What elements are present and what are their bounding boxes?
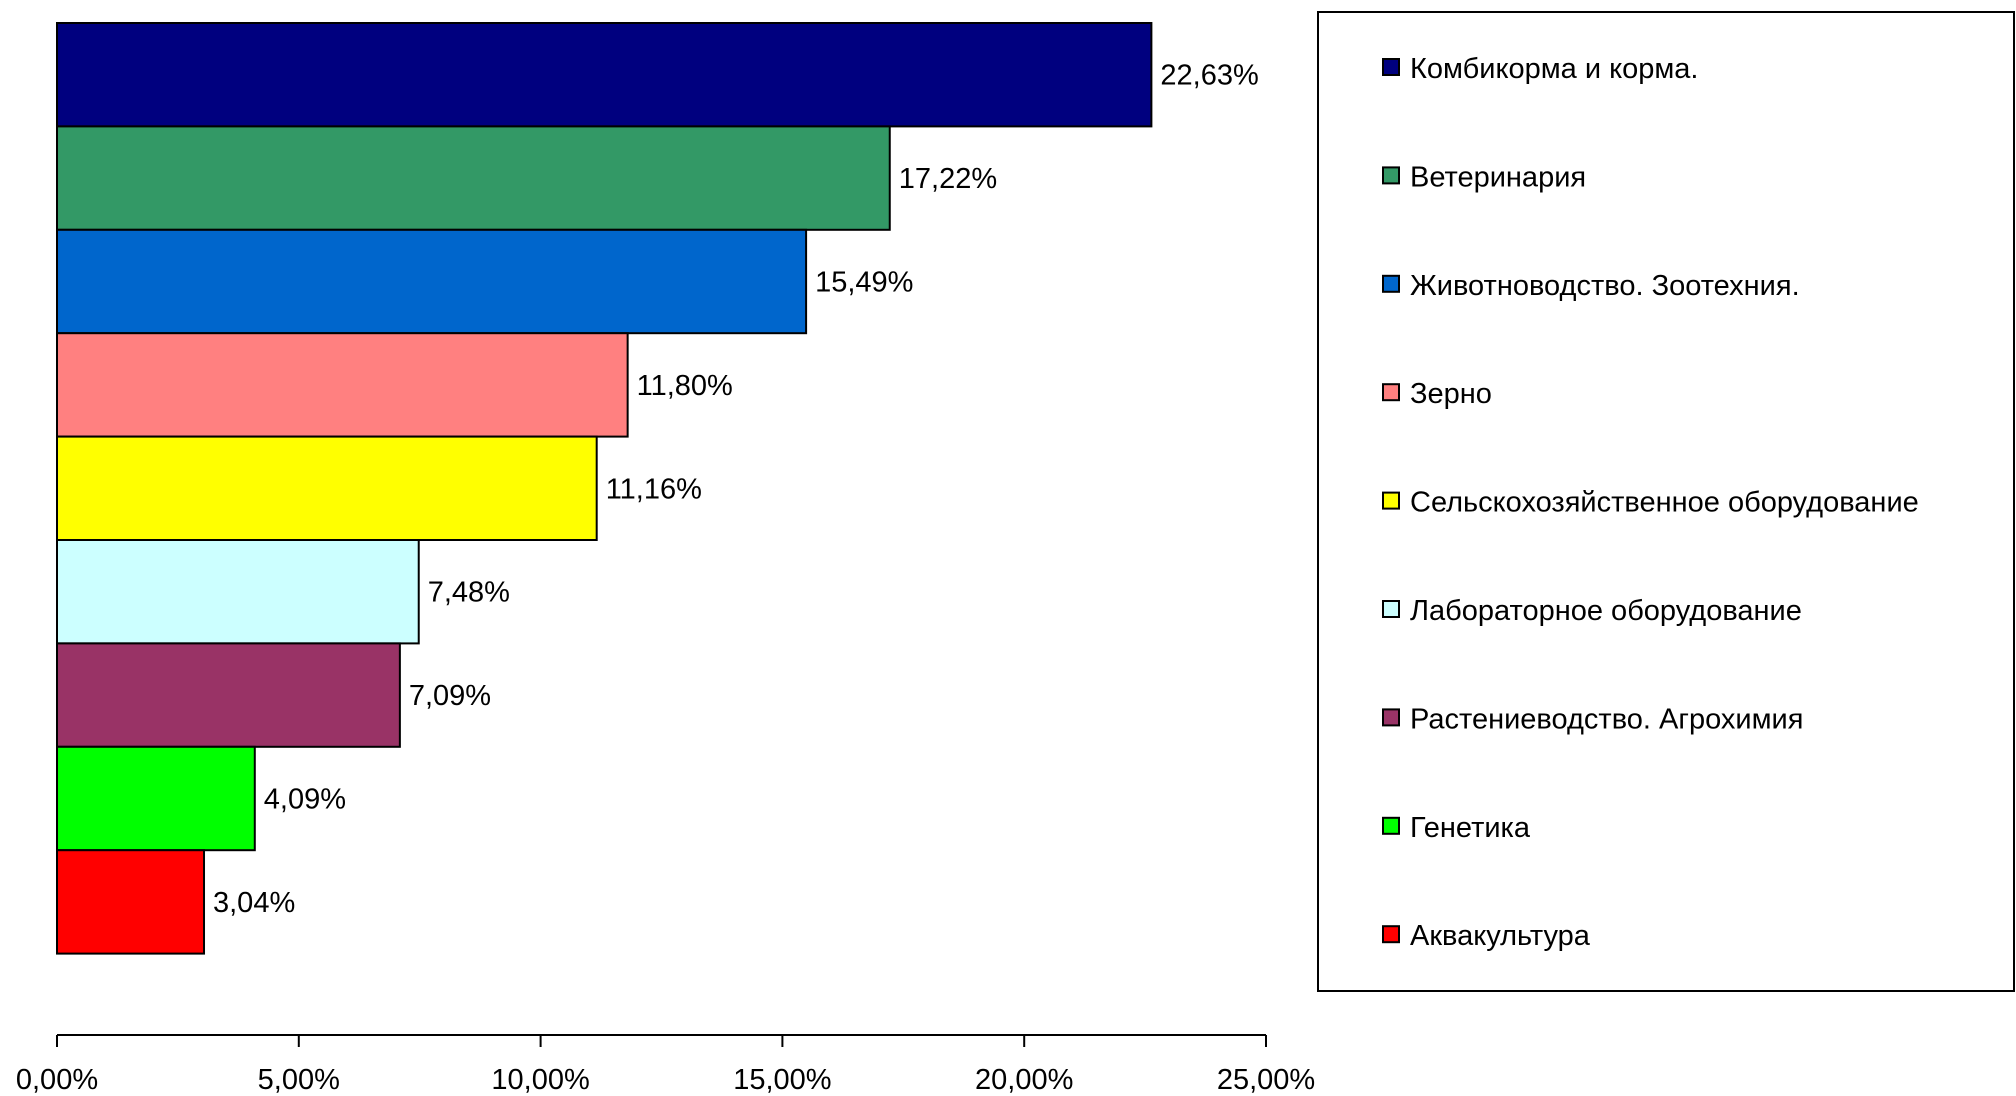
bar — [56, 539, 420, 645]
x-tick-label: 10,00% — [491, 1064, 589, 1096]
legend-swatch — [1382, 166, 1400, 185]
bar — [56, 435, 598, 542]
bar-value-label: 4,09% — [264, 784, 346, 816]
legend-label: Комбикорма и корма. — [1410, 53, 1699, 85]
legend-label: Генетика — [1410, 812, 1531, 844]
bar-value-label: 11,16% — [606, 473, 702, 505]
legend-swatch — [1382, 925, 1400, 944]
x-tick-label: 0,00% — [16, 1064, 98, 1096]
x-tick-label: 20,00% — [975, 1064, 1073, 1096]
legend-swatch — [1382, 816, 1400, 835]
value-labels-group: 22,63% 17,22% 15,49% 11,80% 11,16% 7,48% 7,09%… — [213, 60, 1259, 919]
legend-swatch — [1382, 58, 1400, 76]
bar-value-label: 15,49% — [815, 267, 913, 299]
legend-label: Сельскохозяйственное оборудование — [1410, 487, 1919, 519]
bar-value-label: 3,04% — [213, 887, 295, 919]
bar — [56, 849, 206, 955]
bar-value-label: 11,80% — [637, 370, 733, 402]
legend-label: Ветеринария — [1410, 161, 1586, 193]
bar — [56, 22, 1153, 128]
bar — [56, 228, 808, 335]
bar — [56, 642, 401, 748]
legend-swatch — [1382, 383, 1400, 402]
legend-label: Животноводство. Зоотехния. — [1410, 270, 1800, 302]
legend-swatch — [1382, 491, 1400, 510]
legend: Комбикорма и корма. Ветеринария Животновод… — [1317, 11, 2015, 992]
legend-swatch — [1382, 708, 1400, 727]
bar — [56, 125, 891, 231]
bar-value-label: 17,22% — [899, 163, 997, 195]
bar-value-label: 7,09% — [409, 680, 491, 712]
legend-swatch — [1382, 600, 1400, 618]
x-axis: 0,00% 5,00% 10,00% 15,00% 20,00% 25,00% — [16, 1034, 1315, 1096]
bar — [56, 745, 256, 852]
legend-label: Лабораторное оборудование — [1410, 595, 1802, 627]
legend-label: Растениеводство. Агрохимия — [1410, 703, 1803, 735]
legend-frame — [1317, 11, 2015, 992]
x-tick-label: 15,00% — [733, 1064, 831, 1096]
legend-label: Аквакультура — [1410, 920, 1591, 952]
bar-value-label: 7,48% — [428, 577, 510, 609]
bar-value-label: 22,63% — [1160, 60, 1258, 92]
bars-group — [56, 22, 1153, 955]
legend-label: Зерно — [1410, 378, 1492, 410]
x-tick-label: 5,00% — [258, 1064, 340, 1096]
x-tick-label: 25,00% — [1217, 1064, 1315, 1096]
bar — [56, 332, 629, 438]
legend-swatch — [1382, 274, 1400, 293]
